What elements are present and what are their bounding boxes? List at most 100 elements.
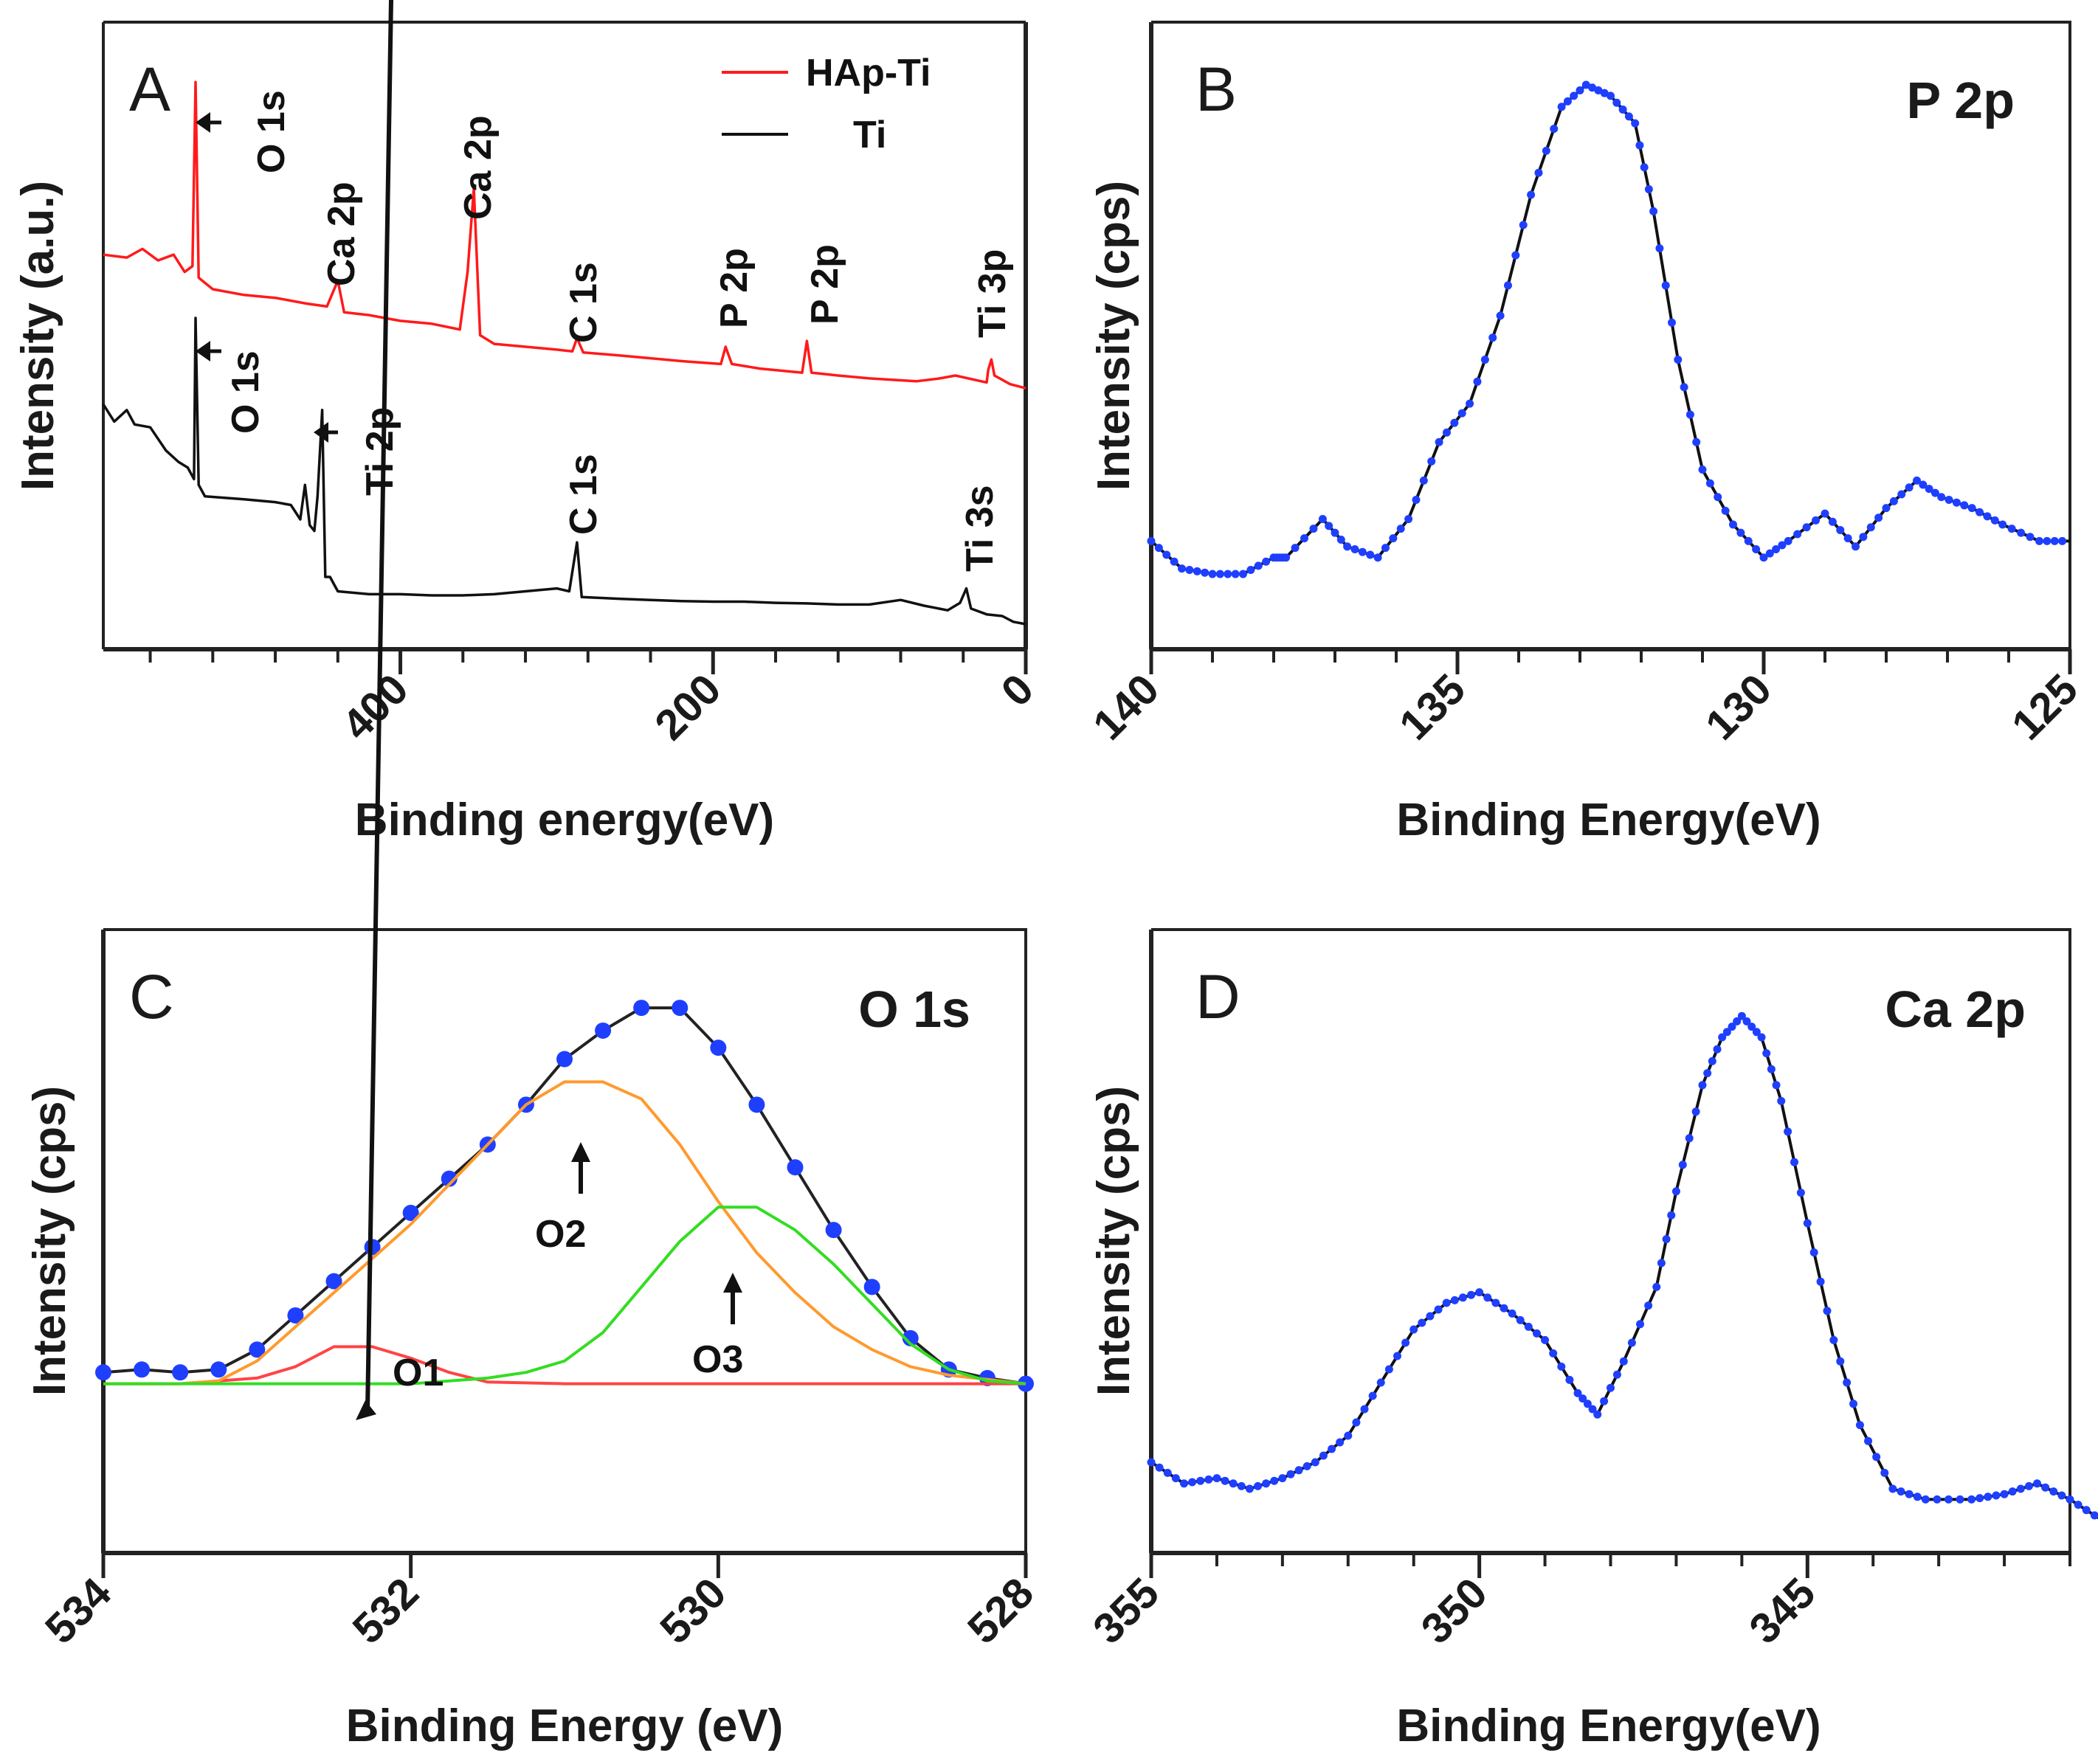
- data-point: [1532, 1329, 1541, 1338]
- data-point: [1661, 281, 1670, 290]
- data-point: [1427, 457, 1436, 466]
- data-point: [1393, 1352, 1401, 1360]
- data-point: [2074, 1501, 2083, 1509]
- data-point: [1300, 534, 1308, 543]
- data-point: [1829, 1335, 1838, 1344]
- data-point: [1331, 528, 1339, 537]
- data-point: [633, 1000, 650, 1017]
- data-point: [1762, 1049, 1771, 1058]
- panel-b-frame: [1151, 21, 2071, 649]
- data-point: [1201, 568, 1210, 577]
- data-point: [1671, 1187, 1680, 1196]
- data-point: [1516, 1315, 1525, 1324]
- annotation-ti3p: Ti 3p: [971, 249, 1014, 338]
- data-point: [1703, 1069, 1712, 1078]
- data-point: [1933, 1495, 1942, 1504]
- annotation-o1: O1: [393, 1352, 444, 1394]
- data-point: [1680, 383, 1688, 392]
- data-point: [1772, 545, 1781, 554]
- data-point: [1229, 1479, 1238, 1488]
- panel-a-letter: A: [129, 55, 170, 124]
- data-point: [1475, 1288, 1484, 1297]
- data-point: [1843, 534, 1852, 543]
- data-point: [2035, 536, 2043, 545]
- data-point: [1888, 1484, 1897, 1493]
- annotation-ti2p: Ti 2p: [359, 407, 401, 496]
- data-point: [1344, 1431, 1353, 1440]
- data-point: [1557, 1362, 1566, 1371]
- x-tick-label: 345: [1740, 1568, 1824, 1653]
- panel-d-letter: D: [1195, 962, 1240, 1031]
- arrow-head-o1: [356, 1400, 376, 1420]
- data-point: [1668, 318, 1676, 327]
- data-point: [1588, 1405, 1597, 1414]
- data-point: [1503, 281, 1512, 290]
- data-point: [1990, 516, 1999, 525]
- panel-d-ca2p-spectrum: 355 350 345 D Ca 2p Binding Energy(eV) Int…: [1084, 928, 2098, 1751]
- data-point: [1262, 557, 1271, 566]
- data-point: [1396, 525, 1405, 533]
- data-point: [1733, 1017, 1742, 1025]
- data-point: [1178, 564, 1186, 573]
- data-point: [1162, 550, 1171, 559]
- data-point: [402, 1205, 419, 1221]
- data-point: [1823, 1307, 1832, 1315]
- panel-c-x-tick-labels: 534 532 530 528: [36, 1568, 1043, 1653]
- panel-c-frame: [103, 928, 1027, 1553]
- data-point: [1691, 1107, 1700, 1116]
- data-point: [1984, 1493, 1992, 1501]
- data-point: [2007, 525, 2016, 533]
- data-point: [1816, 1277, 1825, 1286]
- data-point: [1578, 1394, 1587, 1403]
- data-point: [1714, 493, 1722, 502]
- data-point: [1336, 1438, 1345, 1447]
- data-point: [1705, 479, 1714, 488]
- data-point: [1352, 1418, 1361, 1427]
- data-point: [1534, 168, 1543, 177]
- annotation-ti3s: Ti 3s: [959, 485, 1001, 572]
- data-point: [1409, 1325, 1418, 1334]
- legend-label-hap-ti: HAp-Ti: [806, 52, 931, 94]
- x-tick-label: 135: [1390, 665, 1474, 749]
- panel-d-title: Ca 2p: [1885, 980, 2026, 1038]
- data-point: [1473, 377, 1482, 386]
- panel-b-x-ticks: [1149, 649, 2072, 674]
- data-point: [1778, 541, 1787, 550]
- annotation-o3: O3: [692, 1338, 743, 1381]
- data-point: [1418, 1318, 1426, 1327]
- data-point: [1612, 98, 1621, 107]
- data-point: [1576, 86, 1584, 94]
- panel-c-x-ticks: [101, 1553, 1028, 1578]
- data-point: [1245, 1484, 1254, 1493]
- x-tick-label: 350: [1412, 1568, 1496, 1653]
- data-point: [1880, 1468, 1889, 1477]
- panel-a-x-tick-labels: 400 200 0: [333, 665, 1043, 749]
- data-point: [1655, 244, 1664, 253]
- panel-c-series: [95, 1000, 1034, 1392]
- panel-d-x-tick-labels: 355 350 345: [1084, 1568, 1825, 1653]
- data-point: [1657, 1259, 1666, 1267]
- data-point: [1803, 1219, 1812, 1228]
- data-point: [2049, 1487, 2058, 1496]
- data-point: [1722, 1028, 1731, 1037]
- data-point: [1215, 570, 1224, 578]
- data-point: [1212, 1474, 1221, 1483]
- data-point: [1828, 517, 1837, 526]
- data-point: [1644, 185, 1653, 194]
- data-point: [1607, 91, 1615, 100]
- annotation-ca2p-1: Ca 2p: [320, 181, 363, 286]
- data-point: [2057, 1491, 2066, 1500]
- data-point: [1721, 506, 1730, 515]
- data-point: [1557, 103, 1566, 111]
- legend-label-ti: Ti: [853, 114, 886, 156]
- x-tick-label: 200: [646, 665, 730, 749]
- panel-c-title: O 1s: [858, 980, 970, 1038]
- data-point: [1736, 528, 1745, 537]
- x-tick-label: 532: [343, 1568, 427, 1653]
- data-point: [863, 1279, 880, 1296]
- data-point: [1401, 1338, 1410, 1347]
- data-point: [1318, 515, 1327, 524]
- data-point: [1809, 1248, 1818, 1257]
- panel-b-x-tick-labels: 140 135 130 125: [1084, 665, 2087, 749]
- data-point: [1752, 1028, 1761, 1037]
